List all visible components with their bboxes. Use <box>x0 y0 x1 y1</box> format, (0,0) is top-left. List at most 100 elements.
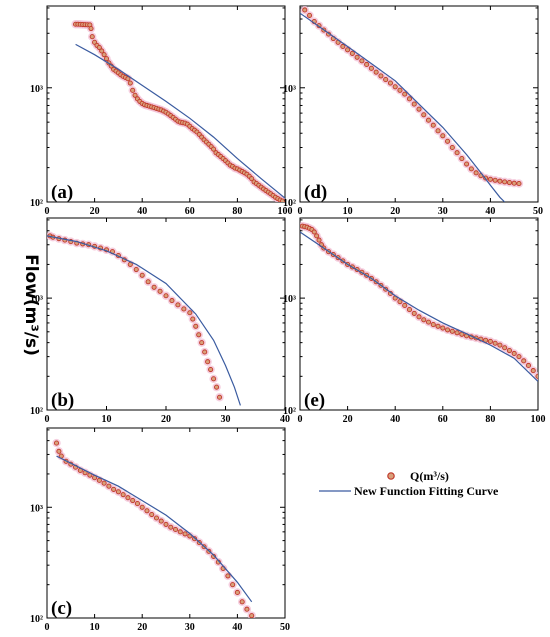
data-point <box>383 77 389 83</box>
fitted-curve <box>56 455 253 603</box>
panel-label: (b) <box>51 390 74 411</box>
data-point <box>392 84 398 90</box>
x-tick-label: 0 <box>298 414 303 425</box>
data-point <box>506 180 512 186</box>
x-tick-label: 20 <box>137 622 147 633</box>
observed-series <box>300 221 538 381</box>
x-tick-label: 0 <box>45 206 50 217</box>
data-point <box>157 288 163 294</box>
x-tick-label: 60 <box>438 414 448 425</box>
data-point <box>230 582 236 588</box>
data-point <box>96 45 102 51</box>
x-tick-label: 50 <box>280 622 290 633</box>
data-point <box>521 358 527 364</box>
data-point <box>120 492 126 498</box>
data-point <box>506 347 512 354</box>
x-tick-label: 20 <box>343 414 353 425</box>
y-tick-label: 10² <box>30 406 43 417</box>
data-point <box>169 298 175 304</box>
data-point <box>163 521 169 527</box>
data-point <box>211 146 217 152</box>
data-point <box>139 504 145 510</box>
data-point <box>175 302 181 308</box>
x-tick-label: 20 <box>390 206 400 217</box>
data-point <box>151 284 157 290</box>
x-tick-label: 10 <box>343 206 353 217</box>
y-tick-label: 10³ <box>30 84 43 95</box>
data-point <box>115 489 121 495</box>
data-point <box>402 302 408 308</box>
y-tick-label: 10³ <box>30 294 43 305</box>
data-point <box>177 529 183 535</box>
data-point <box>502 179 508 185</box>
x-tick-label: 40 <box>390 414 400 425</box>
data-point <box>373 69 379 75</box>
data-point <box>106 483 112 489</box>
data-point <box>492 177 498 183</box>
data-point <box>435 128 441 134</box>
data-point <box>144 508 150 514</box>
data-point <box>149 511 155 518</box>
observed-series <box>47 231 224 402</box>
fitted-curve <box>300 12 506 202</box>
data-point <box>101 480 107 486</box>
data-point <box>406 307 413 313</box>
data-point <box>430 122 436 128</box>
data-point <box>127 80 133 86</box>
data-point <box>454 330 460 336</box>
data-point <box>225 573 231 579</box>
y-tick-label: 10³ <box>283 294 296 305</box>
panel-label: (d) <box>304 182 327 203</box>
data-point <box>445 327 451 333</box>
data-point <box>234 589 240 596</box>
data-point <box>130 87 136 93</box>
panel-c: 0 10 20 30 40 50 10³ 10² (c) <box>30 427 290 633</box>
fitted-curve <box>75 43 285 199</box>
data-point <box>199 340 205 346</box>
data-point <box>101 52 107 58</box>
data-point <box>133 267 139 273</box>
data-point <box>416 106 422 112</box>
data-point <box>459 156 465 162</box>
observed-series <box>52 438 256 618</box>
data-point <box>397 87 403 93</box>
x-tick-label: 0 <box>45 622 50 633</box>
data-point <box>406 96 413 102</box>
data-point <box>208 366 214 373</box>
data-point <box>89 34 95 40</box>
data-point <box>425 319 432 325</box>
y-tick-label: 10³ <box>30 503 43 514</box>
data-point <box>345 47 351 53</box>
data-point <box>368 65 374 71</box>
data-point <box>511 180 517 186</box>
data-point <box>153 515 160 521</box>
data-point <box>497 342 503 348</box>
data-point <box>359 58 365 64</box>
data-point <box>130 498 136 504</box>
panel-a: 0 20 40 60 80 100 10³ 10² (a) <box>30 5 293 217</box>
y-tick-label: 10² <box>30 614 43 625</box>
legend-observed-label: Q(m³/s) <box>410 469 449 483</box>
x-tick-label: 10 <box>90 622 100 633</box>
data-point <box>306 12 313 18</box>
data-point <box>421 317 427 323</box>
plot-frame <box>46 5 286 203</box>
data-point <box>435 323 441 329</box>
data-point <box>449 328 455 334</box>
plot-frame <box>299 217 539 411</box>
data-point <box>187 310 193 316</box>
x-tick-label: 50 <box>533 206 543 217</box>
data-point <box>163 293 169 299</box>
data-point <box>425 117 432 123</box>
x-tick-label: 100 <box>531 414 546 425</box>
panel-e: 0 20 40 60 80 100 10³ 10² (e) <box>283 217 546 425</box>
x-tick-label: 40 <box>137 206 147 217</box>
data-point <box>111 486 117 492</box>
data-point <box>449 144 455 151</box>
panel-d: 0 10 20 30 40 50 10³ 10² (d) <box>283 5 543 217</box>
panel-label: (a) <box>51 182 73 203</box>
x-tick-label: 30 <box>221 414 231 425</box>
data-point <box>402 91 408 97</box>
